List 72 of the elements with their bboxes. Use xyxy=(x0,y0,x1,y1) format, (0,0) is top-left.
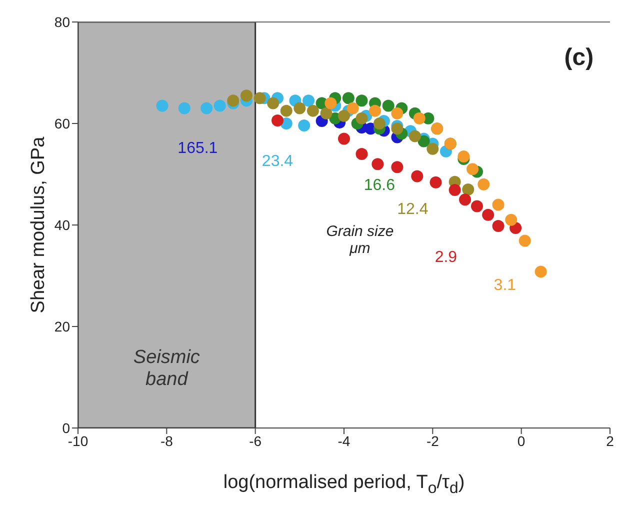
annotation: Grain size μm xyxy=(326,223,394,258)
series-label: 3.1 xyxy=(494,276,516,295)
annotation: (c) xyxy=(564,44,594,72)
point xyxy=(492,220,504,232)
point xyxy=(413,112,426,124)
point xyxy=(369,104,382,117)
point xyxy=(320,107,332,120)
point xyxy=(505,214,518,226)
text: 2.9 xyxy=(434,248,458,267)
point xyxy=(298,120,310,132)
point xyxy=(471,200,483,212)
point xyxy=(448,184,461,196)
x-tick-label: -8 xyxy=(160,432,174,449)
point xyxy=(346,102,359,114)
x-tick-label: -2 xyxy=(426,432,440,449)
point xyxy=(418,135,430,148)
y-axis-title: Shear modulus, GPa xyxy=(28,136,50,316)
text: 165.1 xyxy=(178,140,218,158)
point xyxy=(408,130,421,142)
point xyxy=(214,100,226,112)
point xyxy=(478,178,490,190)
point xyxy=(391,122,404,135)
point xyxy=(426,142,439,155)
x-tick-label: -6 xyxy=(249,432,262,449)
x-tick-label: -4 xyxy=(338,432,350,449)
text: 16.6 xyxy=(364,177,396,196)
point xyxy=(534,266,547,278)
point xyxy=(272,114,284,126)
point xyxy=(462,183,474,196)
point xyxy=(240,90,252,102)
point xyxy=(280,104,292,117)
point xyxy=(200,102,213,114)
point xyxy=(482,208,494,221)
series-label: 23.4 xyxy=(262,153,294,172)
point xyxy=(466,163,479,176)
point xyxy=(492,198,504,211)
point xyxy=(391,107,404,120)
y-tick-label: 80 xyxy=(54,14,70,30)
point xyxy=(178,102,190,114)
point xyxy=(302,94,315,107)
point xyxy=(382,100,394,112)
point xyxy=(411,170,424,182)
point xyxy=(356,148,368,160)
x-tick-label: 2 xyxy=(606,432,614,449)
point xyxy=(267,97,280,110)
point xyxy=(254,92,266,104)
point xyxy=(391,161,404,174)
point xyxy=(338,110,350,122)
point xyxy=(430,176,442,188)
point xyxy=(373,118,386,130)
x-tick-label: 0 xyxy=(517,432,526,449)
y-tick-label: 20 xyxy=(54,318,70,334)
y-tick-label: 0 xyxy=(62,420,70,436)
y-tick-label: 40 xyxy=(54,216,70,233)
point xyxy=(342,92,354,104)
series-label: 12.4 xyxy=(397,200,428,219)
x-axis-title: log(normalised period, T$_{o}$/τ$_{d}$) xyxy=(222,472,466,498)
point xyxy=(294,102,306,114)
point xyxy=(227,94,240,107)
point xyxy=(324,97,337,110)
point xyxy=(356,112,368,124)
point xyxy=(356,94,368,107)
x-tick-label: -10 xyxy=(68,432,88,449)
point xyxy=(518,234,531,247)
point xyxy=(458,150,470,162)
point xyxy=(156,100,168,112)
point xyxy=(459,194,472,206)
point xyxy=(338,132,350,145)
band-label: Seismic band xyxy=(132,347,201,392)
y-tick-label: 60 xyxy=(54,115,70,132)
point xyxy=(306,104,319,117)
point xyxy=(372,158,384,170)
